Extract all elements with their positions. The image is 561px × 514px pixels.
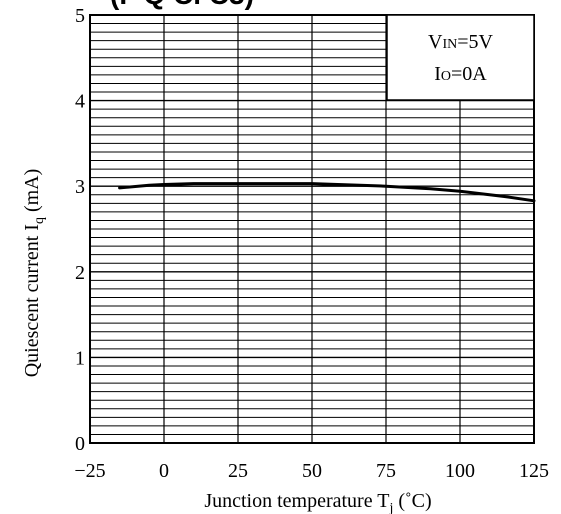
x-tick-label: −25 [74, 460, 105, 482]
legend-box: VIN=5V IO=0A [386, 14, 535, 101]
legend-entry-main: I [434, 63, 441, 85]
chart-title: (I−Q∙Ci∙C3) [110, 0, 254, 10]
y-tick-label: 5 [75, 5, 85, 27]
y-tick-label: 1 [75, 347, 85, 369]
x-tick-label: 0 [159, 460, 169, 482]
legend-entry-rest: =5V [457, 31, 493, 53]
y-tick-label: 4 [75, 91, 85, 113]
legend-entry-sub: IN [442, 37, 457, 52]
x-axis-title-unit: (˚C) [393, 490, 431, 512]
y-tick-label: 2 [75, 262, 85, 284]
plot-frame [89, 14, 535, 444]
x-axis-title-sub: j [388, 501, 393, 514]
tick-labels: 0 1 2 3 4 5 −25 0 25 50 75 100 125 [74, 5, 549, 482]
x-tick-label: 75 [376, 460, 396, 482]
x-tick-label: 100 [445, 460, 475, 482]
y-axis-title-unit: (mA) [21, 169, 43, 217]
x-tick-label: 125 [519, 460, 549, 482]
series-line [118, 182, 536, 203]
y-axis-title: Quiescent current Iq (mA) [21, 169, 47, 378]
y-axis-title-sub: q [32, 217, 47, 224]
legend-entry-rest: =0A [451, 63, 487, 85]
x-axis-title: Junction temperature Tj (˚C) [204, 490, 431, 514]
legend-frame [386, 14, 535, 101]
x-tick-label: 25 [228, 460, 248, 482]
series-layer [118, 182, 536, 203]
legend-entry-main: V [428, 31, 443, 53]
y-tick-label: 3 [75, 176, 85, 198]
x-axis-title-main: Junction temperature T [204, 490, 389, 512]
y-tick-label: 0 [75, 433, 85, 455]
legend-entry: VIN=5V [428, 31, 494, 53]
legend-entry: IO=0A [434, 63, 487, 85]
x-tick-label: 50 [302, 460, 322, 482]
legend-entry-sub: O [441, 69, 451, 84]
y-axis-title-main: Quiescent current I [21, 224, 43, 377]
